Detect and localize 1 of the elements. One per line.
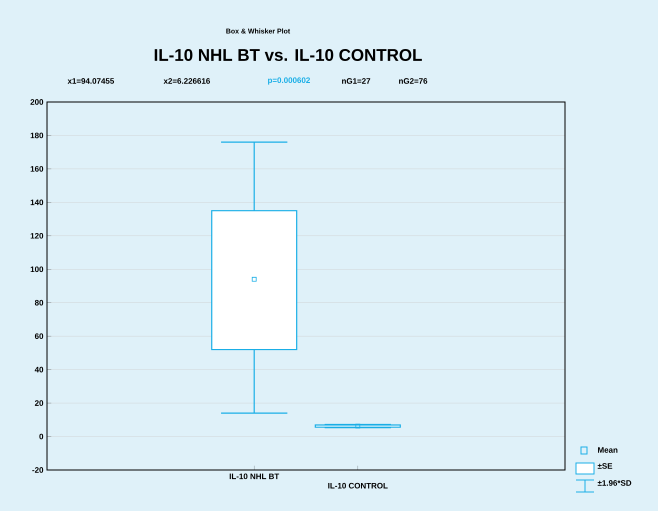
chart-title: IL-10 NHL BT vs. IL-10 CONTROL — [154, 48, 422, 61]
